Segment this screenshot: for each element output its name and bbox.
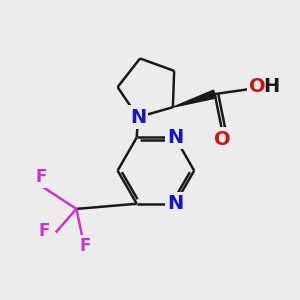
Text: H: H — [263, 77, 279, 96]
Text: O: O — [214, 130, 230, 148]
Text: F: F — [39, 222, 50, 240]
Text: N: N — [130, 108, 146, 127]
Text: O: O — [249, 77, 266, 96]
Text: F: F — [35, 168, 47, 186]
Polygon shape — [173, 90, 216, 107]
Text: F: F — [80, 237, 91, 255]
Text: N: N — [167, 194, 183, 213]
Text: N: N — [167, 128, 183, 147]
